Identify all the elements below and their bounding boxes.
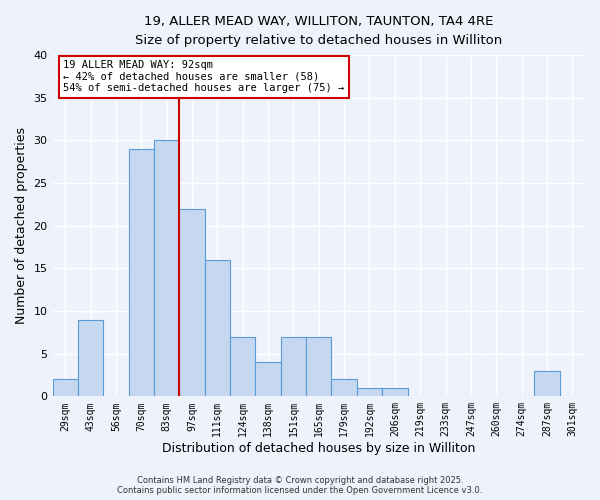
- Bar: [128, 149, 154, 396]
- Bar: [306, 336, 331, 396]
- Bar: [78, 320, 103, 396]
- Text: Contains HM Land Registry data © Crown copyright and database right 2025.
Contai: Contains HM Land Registry data © Crown c…: [118, 476, 482, 495]
- Bar: [53, 380, 78, 396]
- Bar: [154, 140, 179, 396]
- X-axis label: Distribution of detached houses by size in Williton: Distribution of detached houses by size …: [162, 442, 475, 455]
- Y-axis label: Number of detached properties: Number of detached properties: [15, 127, 28, 324]
- Bar: [281, 336, 306, 396]
- Text: 19 ALLER MEAD WAY: 92sqm
← 42% of detached houses are smaller (58)
54% of semi-d: 19 ALLER MEAD WAY: 92sqm ← 42% of detach…: [63, 60, 344, 94]
- Bar: [256, 362, 281, 396]
- Bar: [534, 370, 560, 396]
- Title: 19, ALLER MEAD WAY, WILLITON, TAUNTON, TA4 4RE
Size of property relative to deta: 19, ALLER MEAD WAY, WILLITON, TAUNTON, T…: [135, 15, 502, 47]
- Bar: [179, 208, 205, 396]
- Bar: [382, 388, 407, 396]
- Bar: [331, 380, 357, 396]
- Bar: [230, 336, 256, 396]
- Bar: [205, 260, 230, 396]
- Bar: [357, 388, 382, 396]
